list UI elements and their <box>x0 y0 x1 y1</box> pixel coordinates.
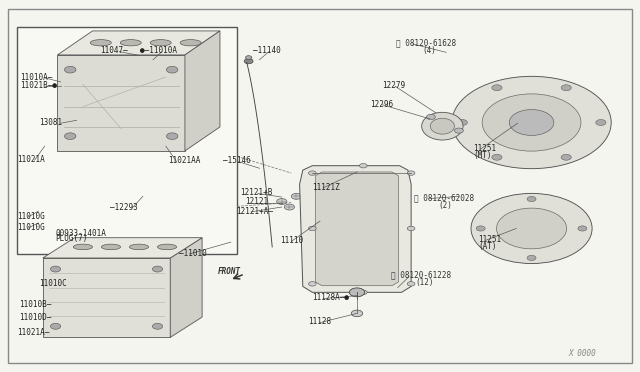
Text: 12279: 12279 <box>383 81 406 90</box>
Polygon shape <box>300 166 411 292</box>
Circle shape <box>246 56 252 60</box>
Circle shape <box>497 208 566 249</box>
Ellipse shape <box>422 112 463 140</box>
Circle shape <box>291 193 301 199</box>
Polygon shape <box>43 258 170 337</box>
Circle shape <box>166 66 178 73</box>
Circle shape <box>457 119 467 125</box>
Ellipse shape <box>74 244 93 250</box>
Text: Ⓑ 08120-61228: Ⓑ 08120-61228 <box>392 271 451 280</box>
Circle shape <box>476 226 485 231</box>
Ellipse shape <box>90 39 111 46</box>
Circle shape <box>407 226 415 231</box>
Circle shape <box>152 323 163 329</box>
Text: —12293: —12293 <box>109 203 138 212</box>
Circle shape <box>492 154 502 160</box>
Circle shape <box>349 288 365 297</box>
Circle shape <box>452 76 611 169</box>
Circle shape <box>561 154 572 160</box>
Circle shape <box>65 133 76 140</box>
Text: 11021A: 11021A <box>17 155 45 164</box>
Text: 12121+A—: 12121+A— <box>236 206 273 216</box>
Polygon shape <box>58 31 220 55</box>
Text: ●—11010A: ●—11010A <box>140 46 177 55</box>
Text: 12121: 12121 <box>245 198 268 206</box>
Circle shape <box>360 290 367 295</box>
Polygon shape <box>316 172 398 286</box>
Ellipse shape <box>180 39 201 46</box>
Circle shape <box>509 110 554 135</box>
Text: 11010D—: 11010D— <box>19 313 52 322</box>
Text: 12121+B: 12121+B <box>241 188 273 197</box>
Text: 11021B—●: 11021B—● <box>20 81 58 90</box>
Ellipse shape <box>101 244 120 250</box>
Circle shape <box>471 193 592 263</box>
Text: 11251: 11251 <box>478 235 501 244</box>
Circle shape <box>308 226 316 231</box>
Text: 11010B—: 11010B— <box>19 300 52 310</box>
Circle shape <box>426 114 435 119</box>
Circle shape <box>407 171 415 175</box>
Circle shape <box>561 85 572 91</box>
Circle shape <box>407 282 415 286</box>
Circle shape <box>596 119 606 125</box>
Text: Ⓑ 08120-61628: Ⓑ 08120-61628 <box>396 38 456 47</box>
Polygon shape <box>185 31 220 151</box>
Circle shape <box>351 310 363 317</box>
Circle shape <box>65 66 76 73</box>
Ellipse shape <box>430 118 454 134</box>
Text: 11121Z: 11121Z <box>312 183 340 192</box>
Text: 11128A—●: 11128A—● <box>312 294 349 302</box>
Polygon shape <box>170 238 202 337</box>
Circle shape <box>578 226 587 231</box>
Circle shape <box>51 266 61 272</box>
Text: —15146: —15146 <box>223 156 251 166</box>
Polygon shape <box>58 55 185 151</box>
Circle shape <box>284 204 294 210</box>
Text: 13081: 13081 <box>40 118 63 127</box>
Ellipse shape <box>129 244 148 250</box>
Text: —11010: —11010 <box>179 249 206 258</box>
Text: X 0000: X 0000 <box>568 350 596 359</box>
Circle shape <box>308 282 316 286</box>
Text: (MT): (MT) <box>473 151 492 160</box>
Ellipse shape <box>120 39 141 46</box>
Text: 12296: 12296 <box>370 100 393 109</box>
Text: (12): (12) <box>415 278 434 287</box>
Text: PLUG(7): PLUG(7) <box>56 234 88 243</box>
Text: 11047—: 11047— <box>100 46 128 55</box>
Text: 11010A—: 11010A— <box>20 73 53 81</box>
Text: (AT): (AT) <box>478 243 497 251</box>
Text: (2): (2) <box>438 201 452 210</box>
Circle shape <box>152 266 163 272</box>
Text: 11010C: 11010C <box>40 279 67 288</box>
Circle shape <box>482 94 581 151</box>
Circle shape <box>527 196 536 202</box>
Circle shape <box>360 163 367 168</box>
Text: 11251: 11251 <box>473 144 496 153</box>
Ellipse shape <box>150 39 172 46</box>
Text: 11110: 11110 <box>280 236 303 245</box>
Ellipse shape <box>157 244 177 250</box>
Circle shape <box>527 255 536 260</box>
Text: —11140: —11140 <box>253 46 281 55</box>
Circle shape <box>308 171 316 175</box>
Text: 11021AA: 11021AA <box>168 156 201 166</box>
Circle shape <box>492 85 502 91</box>
Circle shape <box>454 128 463 133</box>
Polygon shape <box>43 238 202 258</box>
Text: 11010G: 11010G <box>17 223 45 232</box>
Text: 11128: 11128 <box>308 317 332 326</box>
Circle shape <box>244 59 253 64</box>
Text: 00933-1401A: 00933-1401A <box>56 229 106 238</box>
Text: 11010G: 11010G <box>17 212 45 221</box>
Circle shape <box>51 323 61 329</box>
Text: Ⓑ 08120-62028: Ⓑ 08120-62028 <box>414 193 474 202</box>
FancyBboxPatch shape <box>17 27 237 254</box>
Text: 11021A—: 11021A— <box>17 328 50 337</box>
Circle shape <box>166 133 178 140</box>
Circle shape <box>276 199 287 205</box>
Text: (4): (4) <box>422 46 436 55</box>
Text: FRONT: FRONT <box>218 267 241 276</box>
